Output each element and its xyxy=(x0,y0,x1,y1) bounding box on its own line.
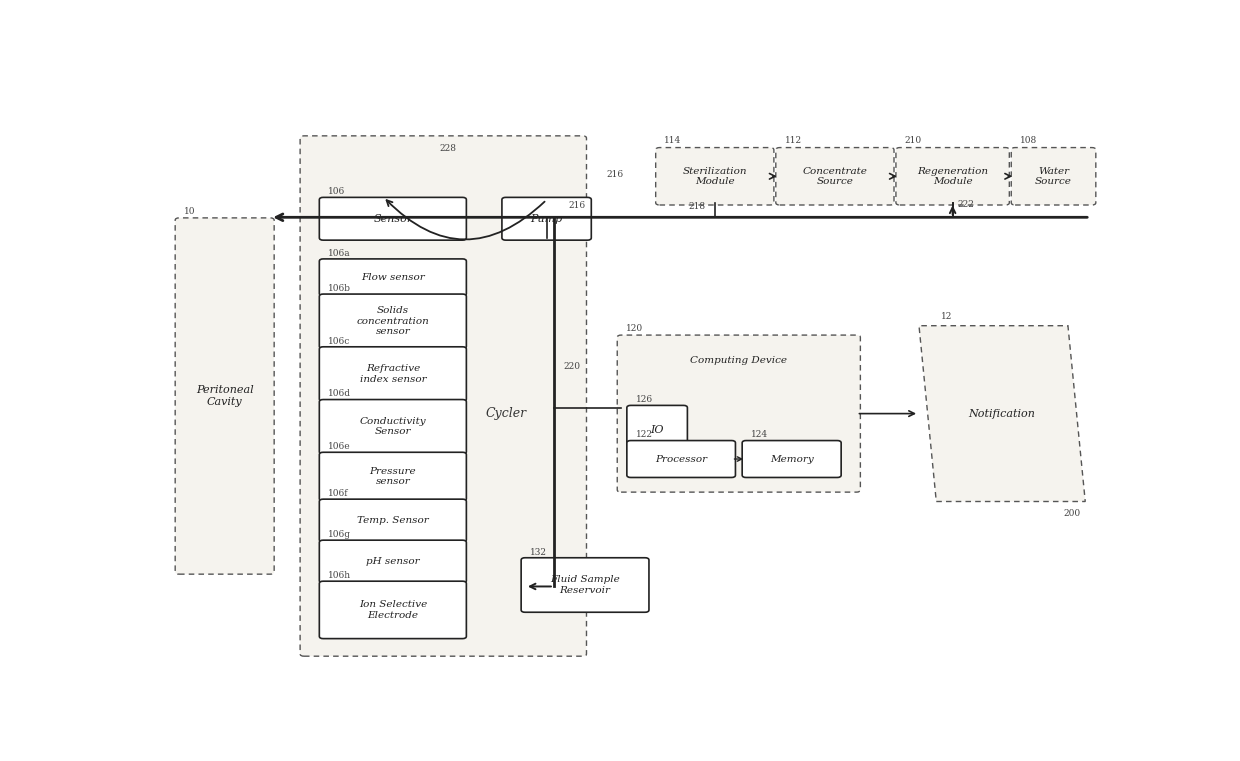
Text: 120: 120 xyxy=(626,323,644,333)
Text: Memory: Memory xyxy=(770,454,813,463)
Text: Peritoneal
Cavity: Peritoneal Cavity xyxy=(196,385,253,407)
Text: Solids
concentration
sensor: Solids concentration sensor xyxy=(356,307,429,336)
Text: Cycler: Cycler xyxy=(485,407,526,420)
Text: 106c: 106c xyxy=(327,336,351,345)
FancyBboxPatch shape xyxy=(175,218,274,574)
Text: 106b: 106b xyxy=(327,284,351,293)
FancyBboxPatch shape xyxy=(618,335,861,492)
Text: 126: 126 xyxy=(635,395,652,404)
Text: Pump: Pump xyxy=(531,214,563,224)
FancyBboxPatch shape xyxy=(897,148,1009,205)
FancyBboxPatch shape xyxy=(627,406,687,454)
FancyBboxPatch shape xyxy=(300,136,587,656)
FancyBboxPatch shape xyxy=(320,452,466,501)
Text: Water
Source: Water Source xyxy=(1035,167,1071,186)
Text: 12: 12 xyxy=(941,312,952,321)
Text: 228: 228 xyxy=(440,144,456,153)
Text: 218: 218 xyxy=(688,202,706,212)
Text: 216: 216 xyxy=(606,170,624,180)
Text: Concentrate
Source: Concentrate Source xyxy=(802,167,867,186)
FancyBboxPatch shape xyxy=(320,347,466,401)
Text: 222: 222 xyxy=(957,199,975,209)
FancyBboxPatch shape xyxy=(776,148,894,205)
Text: 216: 216 xyxy=(568,201,585,210)
FancyBboxPatch shape xyxy=(743,441,841,477)
Text: 122: 122 xyxy=(635,431,652,439)
Text: 132: 132 xyxy=(529,548,547,556)
FancyBboxPatch shape xyxy=(502,197,591,240)
Text: 106g: 106g xyxy=(327,530,351,539)
FancyBboxPatch shape xyxy=(320,540,466,583)
Text: Refractive
index sensor: Refractive index sensor xyxy=(360,365,427,384)
FancyBboxPatch shape xyxy=(656,148,774,205)
Text: Regeneration
Module: Regeneration Module xyxy=(918,167,988,186)
Text: 106a: 106a xyxy=(327,249,351,258)
Text: Sensor: Sensor xyxy=(373,214,413,224)
Polygon shape xyxy=(919,326,1085,501)
FancyBboxPatch shape xyxy=(320,499,466,542)
Text: 106e: 106e xyxy=(327,442,351,451)
Text: Flow sensor: Flow sensor xyxy=(361,273,425,282)
Text: 106d: 106d xyxy=(327,390,351,398)
FancyBboxPatch shape xyxy=(320,294,466,349)
Text: Temp. Sensor: Temp. Sensor xyxy=(357,516,429,525)
Text: IO: IO xyxy=(650,425,663,435)
Text: Ion Selective
Electrode: Ion Selective Electrode xyxy=(358,600,427,619)
Text: 112: 112 xyxy=(785,136,801,145)
Text: 10: 10 xyxy=(184,206,196,215)
Text: Pressure
sensor: Pressure sensor xyxy=(370,467,417,486)
Text: Conductivity
Sensor: Conductivity Sensor xyxy=(360,417,427,437)
Text: Notification: Notification xyxy=(968,409,1035,419)
Text: 106f: 106f xyxy=(327,489,348,498)
FancyBboxPatch shape xyxy=(521,558,649,613)
Text: 124: 124 xyxy=(751,431,768,439)
Text: 106h: 106h xyxy=(327,571,351,580)
Text: 108: 108 xyxy=(1019,136,1037,145)
FancyBboxPatch shape xyxy=(320,197,466,240)
Text: 200: 200 xyxy=(1064,508,1080,517)
Text: 114: 114 xyxy=(665,136,682,145)
FancyBboxPatch shape xyxy=(320,259,466,296)
FancyBboxPatch shape xyxy=(1012,148,1096,205)
Text: 106: 106 xyxy=(327,187,345,196)
Text: Fluid Sample
Reservoir: Fluid Sample Reservoir xyxy=(551,575,620,594)
Text: pH sensor: pH sensor xyxy=(366,557,419,566)
FancyBboxPatch shape xyxy=(320,581,466,638)
Text: Computing Device: Computing Device xyxy=(691,356,787,365)
Text: Sterilization
Module: Sterilization Module xyxy=(682,167,746,186)
Text: Processor: Processor xyxy=(655,454,707,463)
Text: 220: 220 xyxy=(563,362,580,371)
FancyBboxPatch shape xyxy=(627,441,735,477)
FancyBboxPatch shape xyxy=(320,400,466,454)
Text: 210: 210 xyxy=(905,136,921,145)
